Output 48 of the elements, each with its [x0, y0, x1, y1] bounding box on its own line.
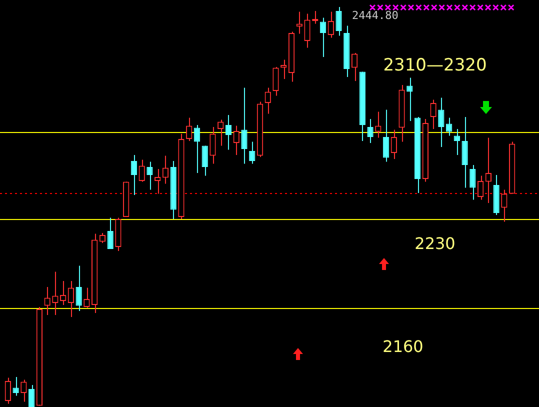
candlestick — [218, 119, 224, 146]
candlestick — [154, 168, 161, 194]
candlestick — [462, 116, 468, 188]
candlestick — [336, 6, 342, 36]
candlestick — [375, 111, 382, 138]
candlestick — [4, 377, 12, 404]
candlestick — [485, 137, 492, 204]
candlestick — [233, 125, 240, 156]
annotation: 2160 — [382, 337, 424, 356]
candlestick — [320, 17, 326, 58]
candlestick — [107, 217, 114, 250]
annotation: 2310—2320 — [383, 55, 487, 76]
candlestick — [264, 87, 271, 114]
candlestick — [44, 286, 50, 316]
candlestick — [351, 52, 358, 82]
candlestick — [225, 114, 232, 150]
candlestick — [20, 379, 27, 402]
candlestick — [12, 376, 19, 396]
candlestick — [430, 99, 436, 130]
candlestick — [470, 164, 476, 200]
candlestick — [60, 280, 66, 306]
candlestick — [272, 66, 279, 96]
candlestick — [76, 265, 82, 312]
candlestick — [241, 87, 248, 164]
candlestick — [202, 145, 208, 176]
annotation: 2230 — [414, 234, 456, 254]
candlestick — [130, 154, 138, 196]
candlestick — [390, 129, 397, 160]
candlestick — [146, 161, 153, 190]
candlestick — [454, 128, 460, 156]
candlestick — [501, 189, 508, 222]
candlestick — [138, 159, 145, 182]
candlestick — [194, 124, 200, 174]
candlestick — [438, 97, 444, 148]
candlestick — [312, 10, 318, 24]
candlestick — [28, 384, 35, 407]
candlestick — [210, 126, 216, 164]
candlestick — [304, 13, 310, 48]
candlestick — [280, 59, 287, 80]
candlestick — [477, 175, 484, 200]
candlestick — [446, 117, 452, 136]
annotation: 2444.80 — [352, 8, 398, 22]
candlestick — [186, 117, 192, 142]
candlestick — [328, 11, 334, 38]
candlestick — [406, 77, 413, 122]
candlestick — [68, 280, 74, 318]
candlestick — [52, 271, 58, 316]
candlestick — [382, 109, 390, 162]
